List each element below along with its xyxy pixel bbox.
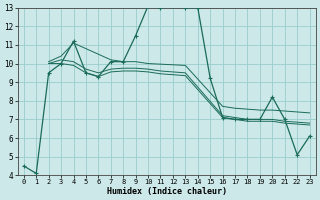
X-axis label: Humidex (Indice chaleur): Humidex (Indice chaleur) <box>107 187 227 196</box>
